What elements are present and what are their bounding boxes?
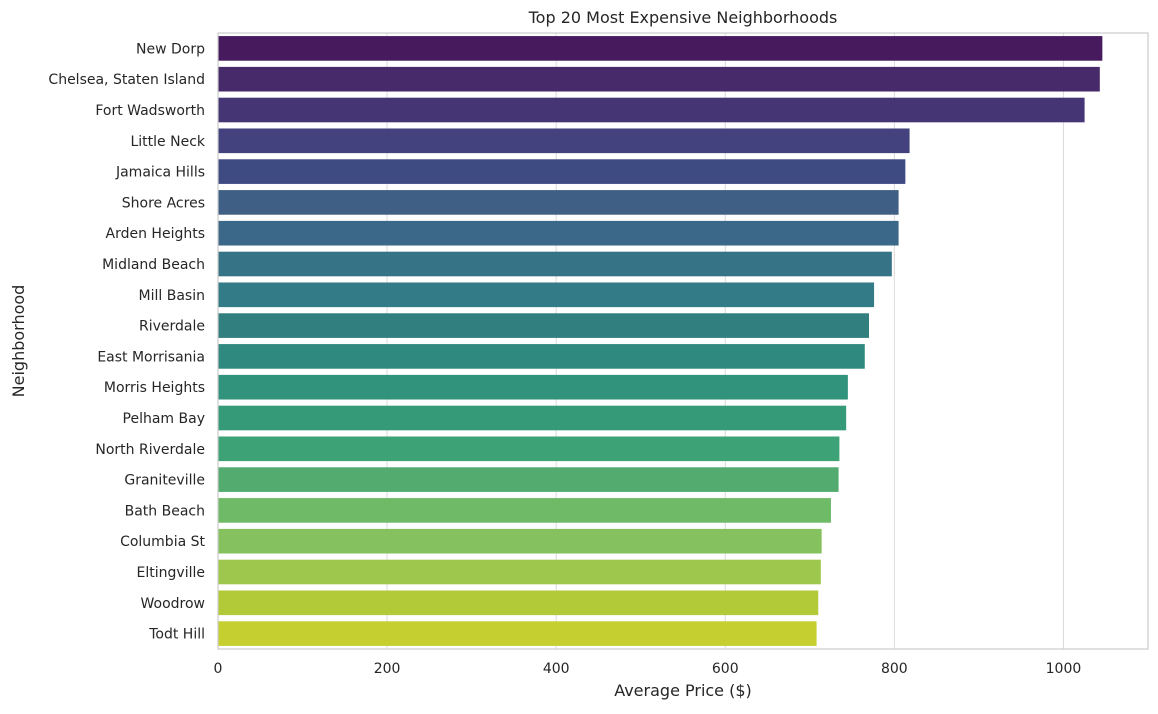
y-tick-label: Eltingville: [137, 565, 205, 581]
bar: [218, 128, 910, 154]
bar: [218, 251, 892, 277]
y-tick-label: Todt Hill: [148, 627, 205, 643]
bar: [218, 621, 817, 646]
y-axis-label: Neighborhood: [9, 285, 28, 398]
x-tick-label: 200: [374, 661, 401, 677]
bar: [218, 220, 899, 246]
y-tick-label: Little Neck: [130, 134, 205, 150]
bar: [218, 344, 865, 369]
bar: [218, 498, 831, 523]
y-tick-label: Midland Beach: [102, 257, 205, 273]
y-tick-label: Bath Beach: [125, 503, 205, 519]
y-tick-label: Arden Heights: [106, 226, 205, 242]
bar: [218, 374, 848, 400]
bar: [218, 36, 1103, 61]
y-tick-label: Woodrow: [140, 596, 205, 612]
bar: [218, 66, 1100, 92]
y-tick-label: Fort Wadsworth: [95, 103, 205, 119]
y-tick-label: Shore Acres: [122, 195, 205, 211]
bar: [218, 159, 906, 184]
y-tick-label: Riverdale: [139, 319, 205, 335]
x-tick-label: 0: [214, 661, 223, 677]
y-tick-label: Morris Heights: [104, 380, 205, 396]
x-tick-label: 800: [881, 661, 908, 677]
x-tick-label: 400: [543, 661, 570, 677]
y-tick-label: Mill Basin: [139, 288, 205, 304]
bar: [218, 313, 869, 338]
y-tick-label: North Riverdale: [95, 442, 205, 458]
chart-title: Top 20 Most Expensive Neighborhoods: [528, 8, 838, 27]
y-tick-label: Pelham Bay: [123, 411, 205, 427]
y-tick-label: Jamaica Hills: [115, 165, 205, 181]
bar: [218, 190, 899, 215]
bar: [218, 282, 875, 308]
grid-lines: [217, 33, 1064, 649]
y-tick-label: Chelsea, Staten Island: [48, 72, 205, 88]
plot-frame: [217, 32, 1149, 650]
bar: [218, 97, 1085, 123]
bar: [218, 559, 821, 585]
bar: [218, 436, 840, 462]
bar: [218, 590, 819, 616]
y-tick-label: Graniteville: [124, 473, 205, 489]
x-tick-label: 1000: [1046, 661, 1082, 677]
y-tick-label: East Morrisania: [97, 349, 205, 365]
bars: [218, 36, 1103, 646]
y-tick-label: New Dorp: [136, 41, 205, 57]
x-axis-label: Average Price ($): [614, 681, 752, 700]
bar: [218, 528, 822, 554]
x-tick-label: 600: [712, 661, 739, 677]
bar: [218, 467, 839, 492]
axes: 0 200 400 600 800 1000 New Dorp Chelsea, Staten…: [48, 32, 1149, 677]
bar: [218, 405, 847, 431]
y-tick-label: Columbia St: [120, 534, 205, 550]
